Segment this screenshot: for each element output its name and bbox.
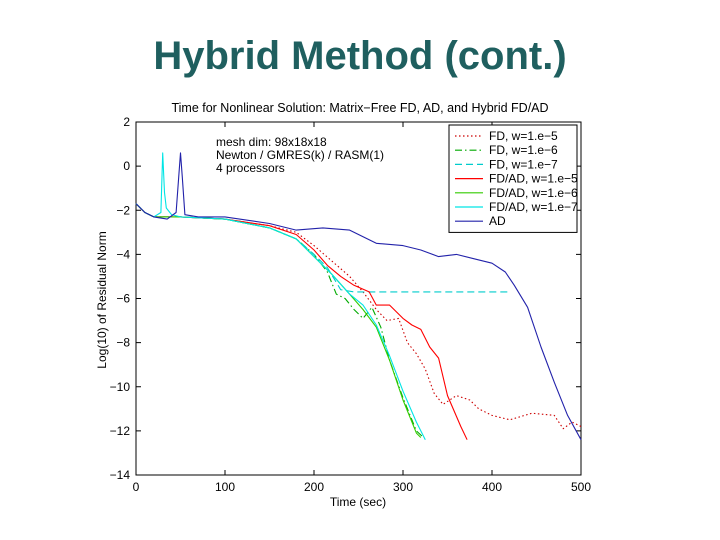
annotation-line: mesh dim: 98x18x18 [216,135,327,149]
legend-label: AD [489,214,506,228]
x-axis-label: Time (sec) [330,495,386,509]
legend-label: FD/AD, w=1.e−7 [489,200,578,214]
y-tick-label: −8 [116,336,130,350]
y-tick-label: 2 [123,115,130,129]
y-tick-label: −14 [110,468,131,482]
x-tick-label: 400 [482,480,502,494]
slide-title: Hybrid Method (cont.) [153,34,567,78]
y-tick-label: −4 [116,247,130,261]
legend: FD, w=1.e−5FD, w=1.e−6FD, w=1.e−7FD/AD, … [448,124,578,233]
y-axis-label: Log(10) of Residual Norm [95,231,109,368]
x-axis: 0 100 200 300 400 500 [133,122,591,494]
x-tick-label: 300 [393,480,413,494]
series-line-7 [135,152,582,440]
annotation-line: 4 processors [216,161,285,175]
annotation-line: Newton / GMRES(k) / RASM(1) [216,148,384,162]
y-axis: 2 0 −2 −4 −6 −8 −10 −12 −14 [110,115,581,482]
series-lines [135,152,582,440]
x-tick-label: 0 [133,480,140,494]
y-tick-label: −2 [116,203,130,217]
y-tick-label: −12 [110,424,131,438]
legend-label: FD, w=1.e−5 [489,129,558,143]
x-tick-label: 500 [571,480,591,494]
y-tick-label: −6 [116,292,130,306]
x-tick-label: 100 [215,480,235,494]
y-tick-label: 0 [123,159,130,173]
legend-label: FD/AD, w=1.e−6 [489,186,578,200]
y-tick-label: −10 [110,380,131,394]
chart-title: Time for Nonlinear Solution: Matrix−Free… [171,101,548,115]
series-line-6 [135,152,426,440]
x-tick-label: 200 [304,480,324,494]
legend-label: FD, w=1.e−6 [489,143,558,157]
legend-label: FD, w=1.e−7 [489,157,558,171]
legend-label: FD/AD, w=1.e−5 [489,172,578,186]
